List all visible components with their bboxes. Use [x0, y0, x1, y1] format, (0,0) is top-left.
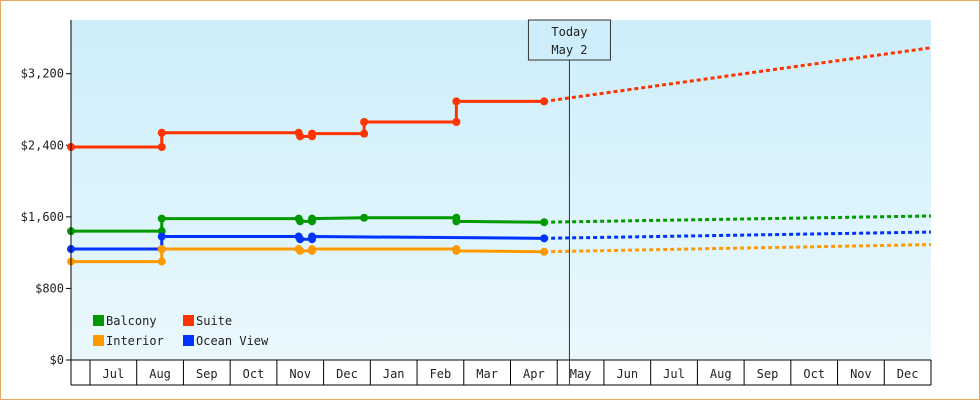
data-point-balcony[interactable] [296, 217, 305, 226]
data-point-balcony[interactable] [157, 214, 166, 223]
data-point-interior[interactable] [540, 247, 549, 256]
x-tick-label: Oct [803, 367, 825, 381]
data-point-interior[interactable] [157, 257, 166, 266]
data-point-ocean-view[interactable] [540, 234, 549, 243]
data-point-ocean-view[interactable] [296, 235, 305, 244]
data-point-suite[interactable] [296, 132, 305, 141]
today-label-box [527, 19, 611, 61]
y-tick-label: $3,200 [21, 67, 64, 81]
data-point-balcony[interactable] [540, 218, 549, 227]
data-point-suite[interactable] [157, 143, 166, 152]
x-tick-label: Mar [476, 367, 498, 381]
forecast-line-ocean-view [544, 230, 932, 240]
legend-swatch-suite [183, 315, 194, 326]
x-tick-label: Apr [523, 367, 545, 381]
data-point-balcony[interactable] [308, 214, 317, 223]
x-tick-label: Jun [616, 367, 638, 381]
x-tick-label: Oct [243, 367, 265, 381]
legend-label-ocean-view: Ocean View [196, 334, 269, 348]
legend-swatch-ocean-view [183, 335, 194, 346]
x-tick-label: Jul [103, 367, 125, 381]
x-tick-label: Feb [430, 367, 452, 381]
data-point-suite[interactable] [360, 129, 369, 138]
legend-label-balcony: Balcony [106, 314, 157, 328]
data-point-interior[interactable] [452, 246, 461, 255]
legend-label-interior: Interior [106, 334, 164, 348]
plot-area [71, 20, 931, 360]
data-point-interior[interactable] [296, 246, 305, 255]
legend-swatch-interior [93, 335, 104, 346]
data-point-suite[interactable] [540, 97, 549, 106]
legend-label-suite: Suite [196, 314, 232, 328]
x-tick-label: Aug [149, 367, 171, 381]
data-point-suite[interactable] [452, 97, 461, 106]
data-point-ocean-view[interactable] [157, 232, 166, 241]
y-tick-label: $1,600 [21, 210, 64, 224]
legend-swatch-balcony [93, 315, 104, 326]
x-tick-label: Jan [383, 367, 405, 381]
data-point-interior[interactable] [157, 245, 166, 254]
today-label: Today [551, 25, 587, 39]
y-tick-label: $800 [35, 281, 64, 295]
x-tick-label: Nov [850, 367, 872, 381]
forecast-line-balcony [544, 214, 932, 224]
x-tick-label: Sep [196, 367, 218, 381]
x-tick-label: Sep [757, 367, 779, 381]
data-point-interior[interactable] [308, 245, 317, 254]
data-point-ocean-view[interactable] [308, 232, 317, 241]
x-tick-label: Aug [710, 367, 732, 381]
data-point-suite[interactable] [157, 128, 166, 137]
x-tick-label: May [570, 367, 592, 381]
forecast-line-suite [543, 46, 932, 103]
today-date: May 2 [551, 43, 587, 57]
forecast-line-interior [544, 243, 932, 254]
x-tick-label: Jul [663, 367, 685, 381]
x-tick-label: Dec [897, 367, 919, 381]
x-tick-label: Dec [336, 367, 358, 381]
data-point-suite[interactable] [360, 118, 369, 126]
data-point-balcony[interactable] [360, 213, 369, 222]
y-tick-label: $0 [50, 353, 64, 367]
data-point-suite[interactable] [308, 129, 317, 138]
data-point-suite[interactable] [452, 118, 461, 126]
data-point-balcony[interactable] [452, 217, 461, 226]
y-tick-label: $2,400 [21, 138, 64, 152]
x-tick-label: Nov [289, 367, 311, 381]
